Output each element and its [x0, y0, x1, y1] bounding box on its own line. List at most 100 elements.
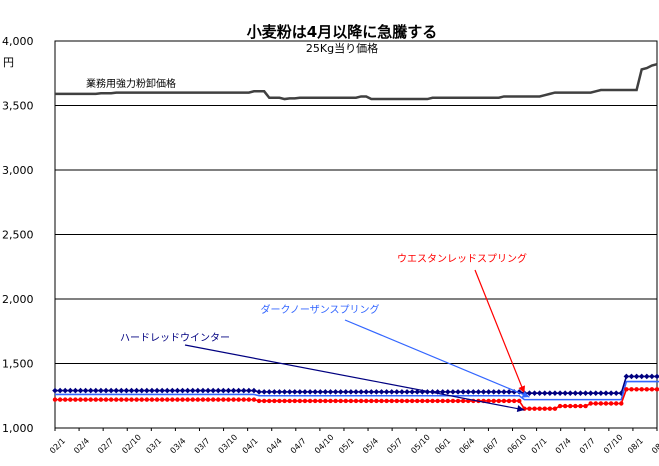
series-3-point-53 [323, 398, 328, 404]
series-3-point-99 [557, 403, 563, 409]
series-1-point-107 [598, 390, 604, 396]
series-1-point-27 [189, 387, 196, 394]
series-3-point-24 [175, 397, 180, 402]
series-2 [55, 380, 659, 401]
y-tick-label-1500: 1,500 [2, 358, 34, 371]
series-line-0 [55, 63, 658, 101]
series-3-point-30 [205, 397, 211, 402]
y-tick-label-4000: 4,000 [2, 35, 34, 48]
annotation-arrow-line-1 [474, 269, 525, 394]
series-3-point-48 [297, 398, 303, 404]
series-3-point-23 [170, 397, 175, 402]
series-3-point-36 [236, 397, 241, 402]
series-1-point-87 [496, 389, 502, 395]
series-3-point-10 [103, 397, 109, 402]
series-3-point-27 [190, 397, 195, 402]
series-3-point-56 [338, 398, 343, 404]
series-1-point-21 [159, 387, 165, 394]
series-3-point-109 [608, 401, 614, 406]
series-1-point-3 [67, 387, 74, 394]
series-1-point-98 [552, 390, 558, 396]
y-tick-label-3000: 3,000 [2, 164, 34, 177]
series-1-point-32 [215, 387, 222, 394]
series-1-point-70 [409, 389, 415, 395]
annotation-layer: 業務用強力粉卸価格ウエスタンレッドスプリングダークノーザンスプリングハードレッド… [86, 77, 530, 413]
y-tick-label-2500: 2,500 [2, 229, 34, 242]
series-1-point-77 [445, 389, 451, 395]
series-3-point-32 [216, 397, 221, 402]
chart-subtitle: 25Kg当り価格 [306, 41, 378, 55]
y-tick-label-1000: 1,000 [2, 422, 34, 435]
series-1-point-110 [613, 390, 619, 396]
series-1-point-8 [93, 387, 99, 394]
series-1-point-71 [414, 389, 421, 395]
series-1-point-112 [623, 373, 630, 380]
series-1-point-89 [506, 389, 512, 395]
series-3-point-89 [506, 398, 512, 404]
series-3-point-64 [379, 398, 384, 404]
series-3-point-72 [420, 398, 425, 404]
series-1-point-113 [628, 373, 635, 380]
series-1-point-104 [582, 390, 589, 396]
series-3-point-6 [83, 397, 88, 402]
series-3-point-97 [547, 406, 553, 411]
series-3-point-67 [394, 398, 400, 404]
series-1-point-88 [501, 389, 507, 395]
series-3-point-2 [63, 397, 68, 402]
series-3-point-107 [598, 401, 604, 406]
series-1-point-105 [587, 390, 594, 396]
series-3-point-101 [568, 403, 573, 409]
series-3-point-5 [78, 397, 83, 402]
series-3-point-73 [425, 398, 430, 404]
series-3-point-105 [588, 401, 593, 406]
series-1-point-45 [281, 389, 288, 395]
series-1-point-10 [103, 387, 109, 394]
series-3-point-20 [154, 397, 160, 402]
series-3-point-42 [267, 398, 272, 404]
series-1-point-96 [541, 390, 548, 396]
series-1-point-25 [179, 387, 186, 394]
series-3-point-103 [578, 403, 583, 409]
series-3-point-46 [287, 398, 292, 404]
series-1-point-57 [342, 389, 349, 395]
series-1-point-20 [154, 387, 160, 394]
series-3-point-3 [68, 397, 73, 402]
series-3-point-106 [593, 401, 598, 406]
series-1-point-58 [348, 389, 354, 395]
annotation-arrow-line-3 [184, 344, 525, 411]
series-1-point-64 [378, 389, 385, 395]
annotation-arrowhead-1 [518, 385, 526, 394]
series-1-point-69 [404, 389, 410, 395]
series-1-point-13 [118, 387, 125, 394]
series-1-point-65 [383, 389, 390, 395]
series-3-point-116 [644, 387, 649, 392]
series-1-point-51 [312, 389, 318, 395]
series-1-point-49 [302, 389, 308, 395]
series-1-point-94 [531, 390, 538, 396]
series-1-point-11 [108, 387, 114, 394]
series-1-point-19 [149, 387, 155, 394]
series-3-point-114 [634, 387, 639, 392]
series-1-point-39 [251, 387, 257, 394]
series-1-point-33 [220, 387, 227, 394]
series-1-point-68 [399, 389, 405, 395]
series-1-point-50 [307, 389, 313, 395]
annotation-label-1: ウエスタンレッドスプリング [397, 252, 527, 265]
series-1-point-61 [363, 389, 370, 395]
series-3-point-115 [639, 387, 644, 392]
series-1-point-35 [230, 387, 237, 394]
series-1-point-116 [643, 373, 650, 380]
series-1-point-93 [526, 390, 533, 396]
series-3-point-35 [231, 397, 236, 402]
series-1-point-60 [358, 389, 364, 395]
annotation-label-2: ダークノーザンスプリング [261, 303, 380, 316]
series-3-point-17 [139, 397, 144, 402]
series-3-point-9 [98, 397, 104, 402]
series-3-point-111 [619, 401, 624, 406]
series-3-point-0 [52, 397, 58, 402]
series-3-point-71 [415, 398, 420, 404]
series-1-point-85 [485, 389, 492, 395]
series-3-point-4 [73, 397, 78, 402]
series-3-point-34 [226, 397, 231, 402]
